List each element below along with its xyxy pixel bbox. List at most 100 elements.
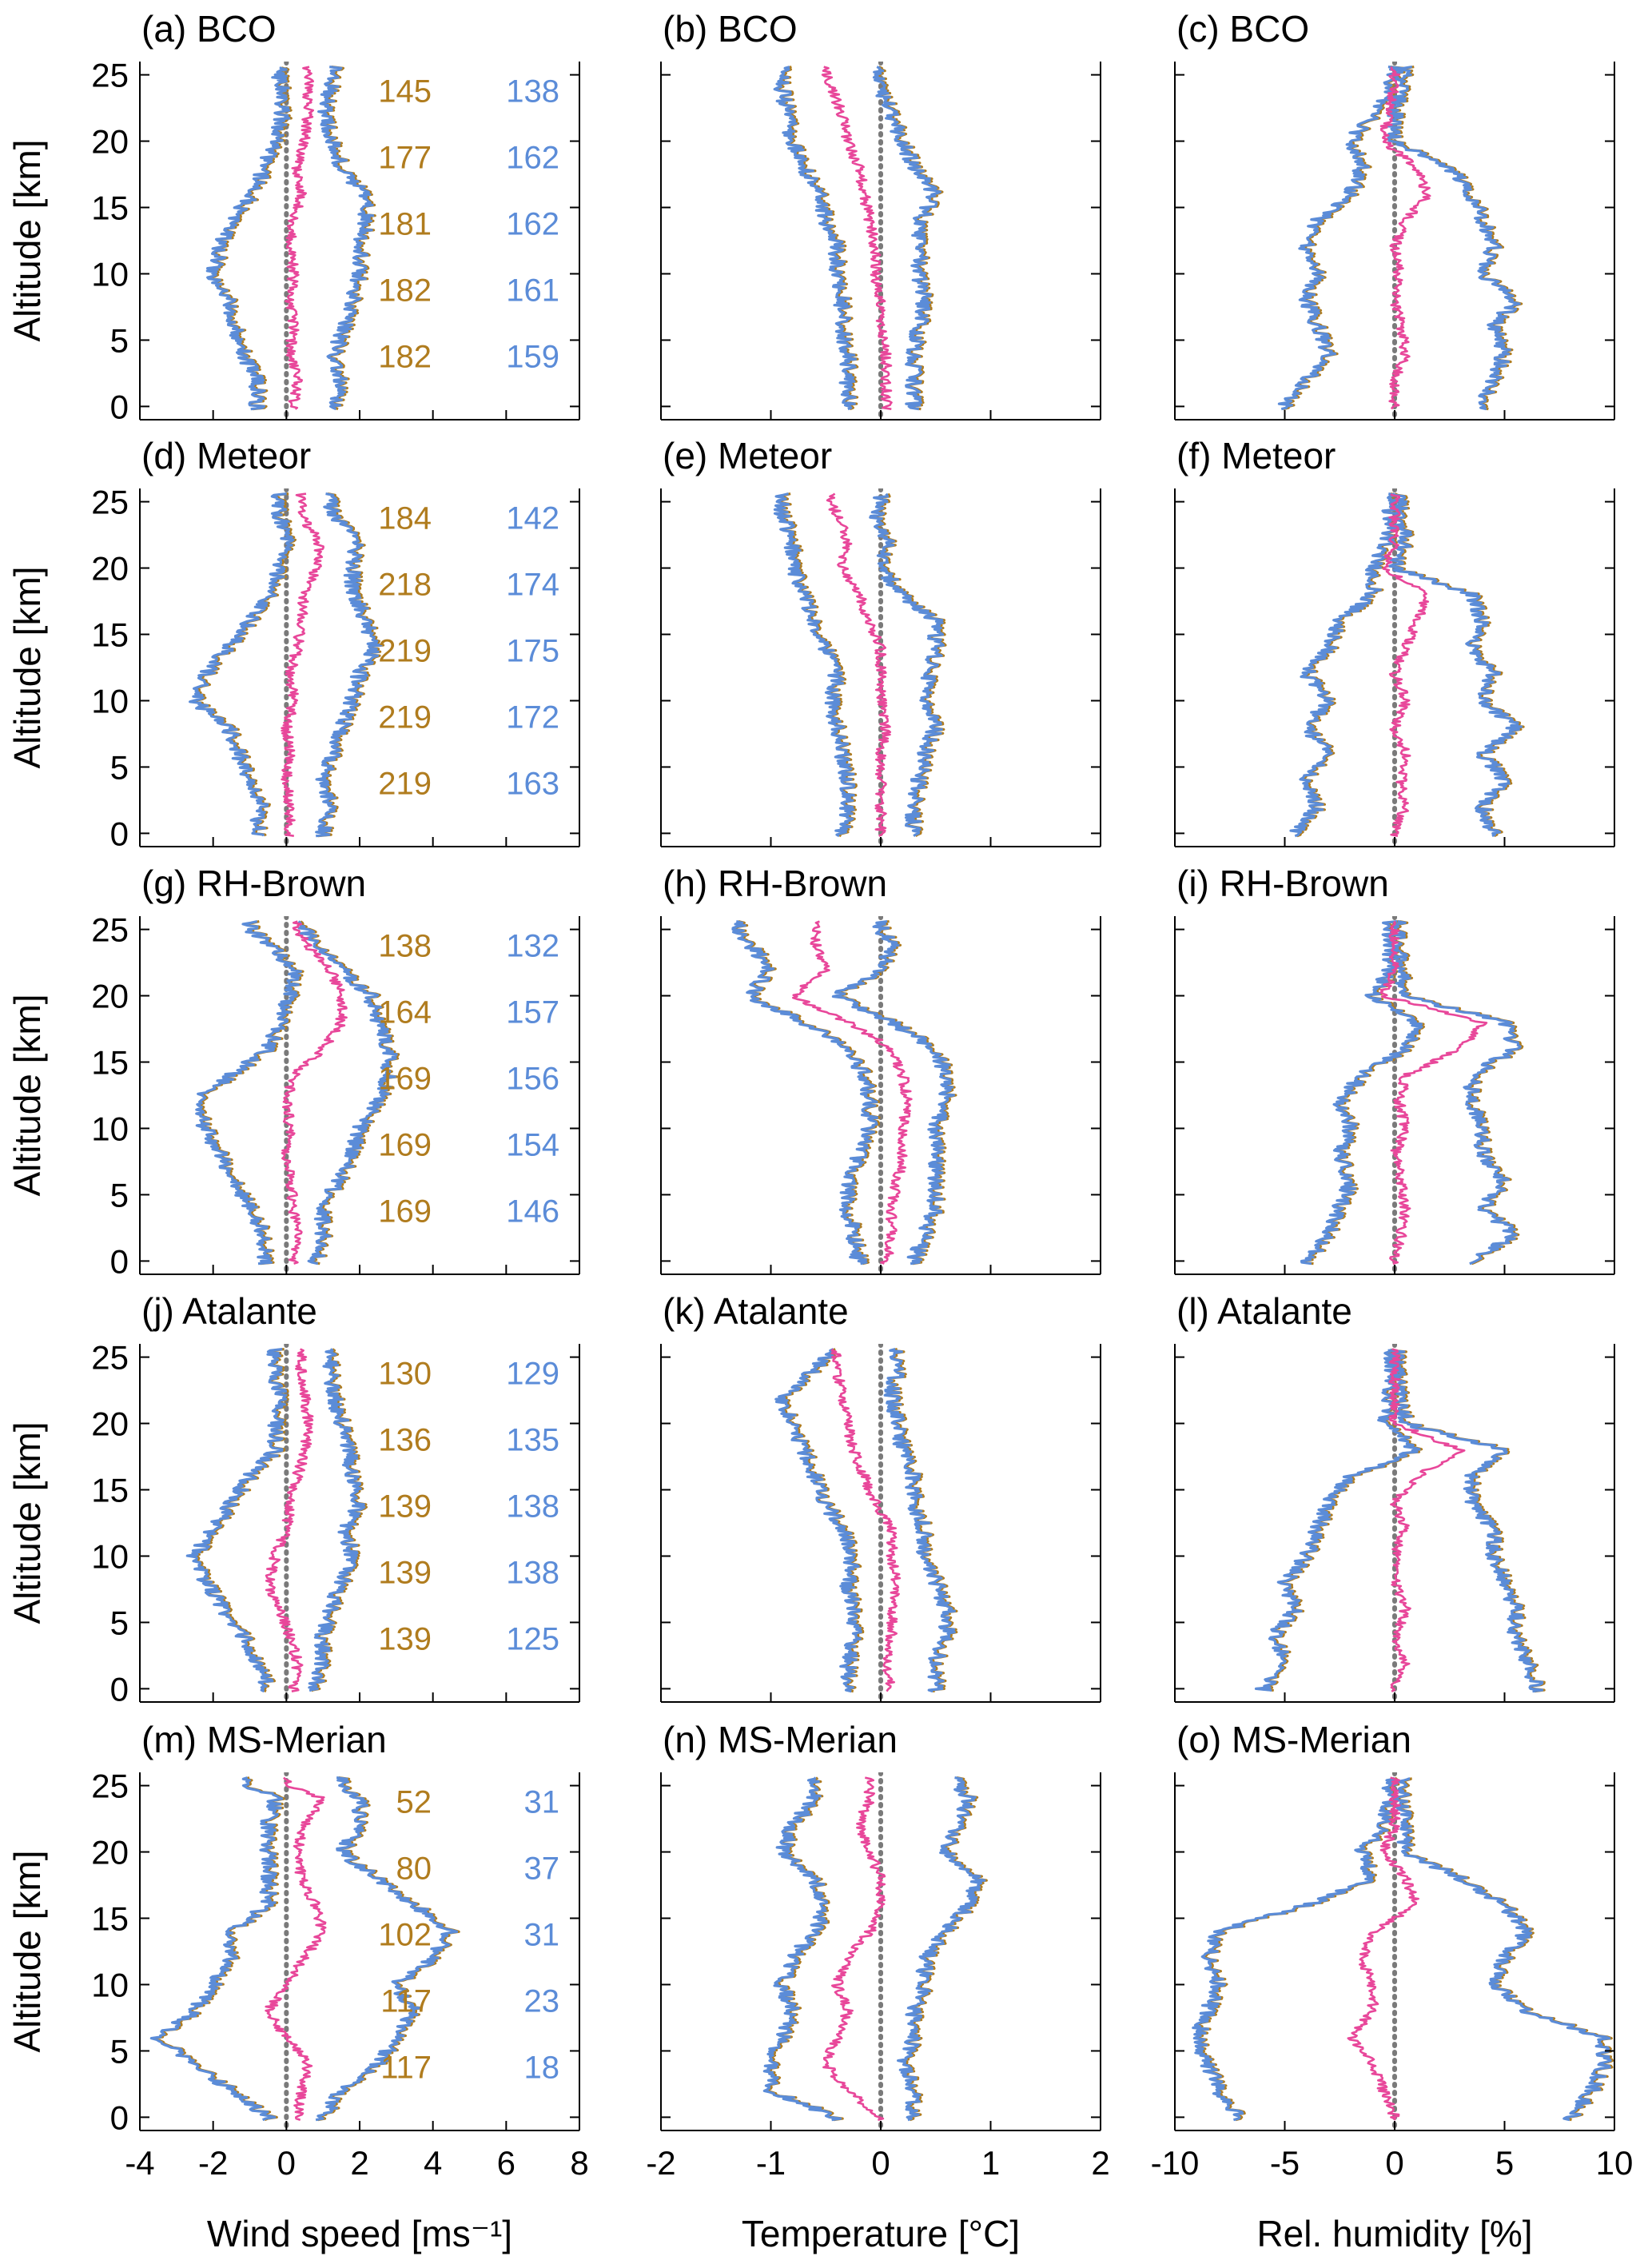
count-orange: 117 — [380, 1983, 432, 2019]
series-blue-upper — [315, 492, 383, 838]
y-tick-label: 20 — [91, 1834, 129, 1871]
x-tick-label: 0 — [1385, 2144, 1403, 2182]
plot-area — [731, 916, 957, 1274]
count-blue: 161 — [506, 273, 559, 308]
series-blue-upper — [831, 920, 955, 1266]
panel-h: (h) RH-Brown — [660, 863, 1101, 1275]
x-tick-label: -4 — [125, 2144, 154, 2182]
series-blue-lower — [1289, 492, 1399, 838]
x-tick-label: 6 — [497, 2144, 516, 2182]
plot-area — [773, 62, 944, 420]
series-blue-upper — [315, 1776, 459, 2122]
plot-area — [762, 1772, 988, 2130]
series-blue-lower — [1192, 1776, 1399, 2122]
count-blue: 18 — [524, 2050, 560, 2085]
y-tick-label: 5 — [110, 321, 129, 359]
plot-area — [195, 916, 400, 1274]
plot-area — [185, 1344, 368, 1702]
panel-title: (c) BCO — [1176, 8, 1309, 50]
panel-title: (i) RH-Brown — [1176, 863, 1389, 904]
x-tick-label: 4 — [424, 2144, 442, 2182]
series-orange-lower — [1193, 1776, 1401, 2122]
count-orange: 139 — [378, 1489, 432, 1524]
y-tick-label: 20 — [91, 978, 129, 1015]
series-pink-mean — [826, 492, 892, 837]
series-blue-upper — [1387, 492, 1523, 838]
count-orange: 139 — [378, 1555, 432, 1590]
x-tick-label: 2 — [350, 2144, 368, 2182]
series-blue-upper — [883, 1348, 956, 1693]
x-tick-label: 10 — [1596, 2144, 1634, 2182]
count-blue: 23 — [524, 1983, 560, 2019]
series-blue-lower — [1277, 66, 1404, 411]
plot-area — [1254, 1344, 1546, 1702]
panel-m: 0 5 10 15 20 25 -4 -2 0 2 4 6 8 (m) MS-Merian 52 31 80 37… — [91, 1719, 588, 2182]
series-orange-upper — [1392, 920, 1524, 1266]
series-blue-upper — [1391, 920, 1522, 1266]
panel-title: (n) MS-Merian — [663, 1719, 898, 1760]
series-blue-lower — [774, 1348, 862, 1693]
panel-title: (f) Meteor — [1176, 435, 1336, 476]
plot-area — [1300, 916, 1524, 1274]
count-blue: 125 — [506, 1621, 559, 1656]
panel-title: (b) BCO — [663, 8, 798, 50]
series-pink-mean — [281, 920, 348, 1265]
plot-area — [1277, 62, 1523, 420]
y-tick-label: 15 — [91, 1472, 129, 1509]
series-pink-mean — [281, 492, 324, 837]
series-blue-upper — [1387, 1349, 1544, 1693]
y-tick-label: 0 — [110, 815, 129, 852]
panel-c: (c) BCO — [1174, 8, 1615, 421]
count-blue: 129 — [506, 1357, 559, 1392]
y-tick-label: 15 — [91, 616, 129, 654]
series-blue-lower — [189, 492, 295, 837]
series-orange-lower — [188, 1348, 289, 1693]
panel-title: (e) Meteor — [663, 435, 832, 476]
series-blue-lower — [773, 66, 858, 411]
y-tick-label: 0 — [110, 1242, 129, 1280]
series-blue-upper — [869, 492, 945, 838]
plot-area — [1289, 488, 1525, 847]
x-tick-label: -2 — [646, 2144, 675, 2182]
panel-title: (o) MS-Merian — [1176, 1719, 1411, 1760]
y-tick-label: 5 — [110, 748, 129, 786]
y-tick-label: 0 — [110, 2099, 129, 2136]
panel-i: (i) RH-Brown — [1174, 863, 1615, 1275]
series-pink-mean — [265, 1776, 327, 2121]
series-blue-upper — [1395, 1777, 1612, 2122]
panel-l: (l) Atalante — [1174, 1290, 1615, 1703]
panel-e: (e) Meteor — [660, 435, 1101, 847]
panel-title: (h) RH-Brown — [663, 863, 887, 904]
count-orange: 52 — [396, 1785, 432, 1820]
plot-area — [189, 488, 385, 847]
y-tick-label: 15 — [91, 189, 129, 227]
plot-area — [773, 488, 947, 847]
panel-j: 0 5 10 15 20 25 (j) Atalante 130 129 136 135 139 138… — [91, 1290, 580, 1708]
panel-o: -10 -5 0 5 10 (o) MS-Merian — [1151, 1719, 1634, 2182]
series-orange-lower — [776, 1348, 865, 1693]
series-orange-lower — [190, 492, 297, 837]
series-pink-mean — [821, 66, 893, 410]
count-blue: 135 — [506, 1422, 559, 1457]
count-orange: 169 — [378, 1127, 432, 1162]
panel-title: (j) Atalante — [141, 1290, 317, 1332]
series-blue-lower — [762, 1776, 842, 2122]
panel-k: (k) Atalante — [660, 1290, 1101, 1703]
y-axis-label: Altitude [km] — [6, 1850, 48, 2052]
panel-title: (l) Atalante — [1176, 1290, 1352, 1332]
count-blue: 138 — [506, 1489, 559, 1524]
y-axis-label: Altitude [km] — [6, 566, 48, 768]
x-axis-label: Rel. humidity [%] — [1256, 2213, 1532, 2254]
count-orange: 219 — [378, 633, 432, 668]
y-tick-label: 10 — [91, 682, 129, 719]
x-tick-label: 5 — [1495, 2144, 1514, 2182]
panel-a: 0 5 10 15 20 25 (a) BCO 145 138 177 162 181 162 182 16… — [91, 8, 580, 425]
count-blue: 154 — [506, 1127, 559, 1162]
count-orange: 182 — [378, 273, 432, 308]
series-pink-mean — [1379, 66, 1431, 410]
count-orange: 219 — [378, 700, 432, 735]
plot-area — [149, 1772, 460, 2130]
series-blue-upper — [308, 1348, 366, 1692]
